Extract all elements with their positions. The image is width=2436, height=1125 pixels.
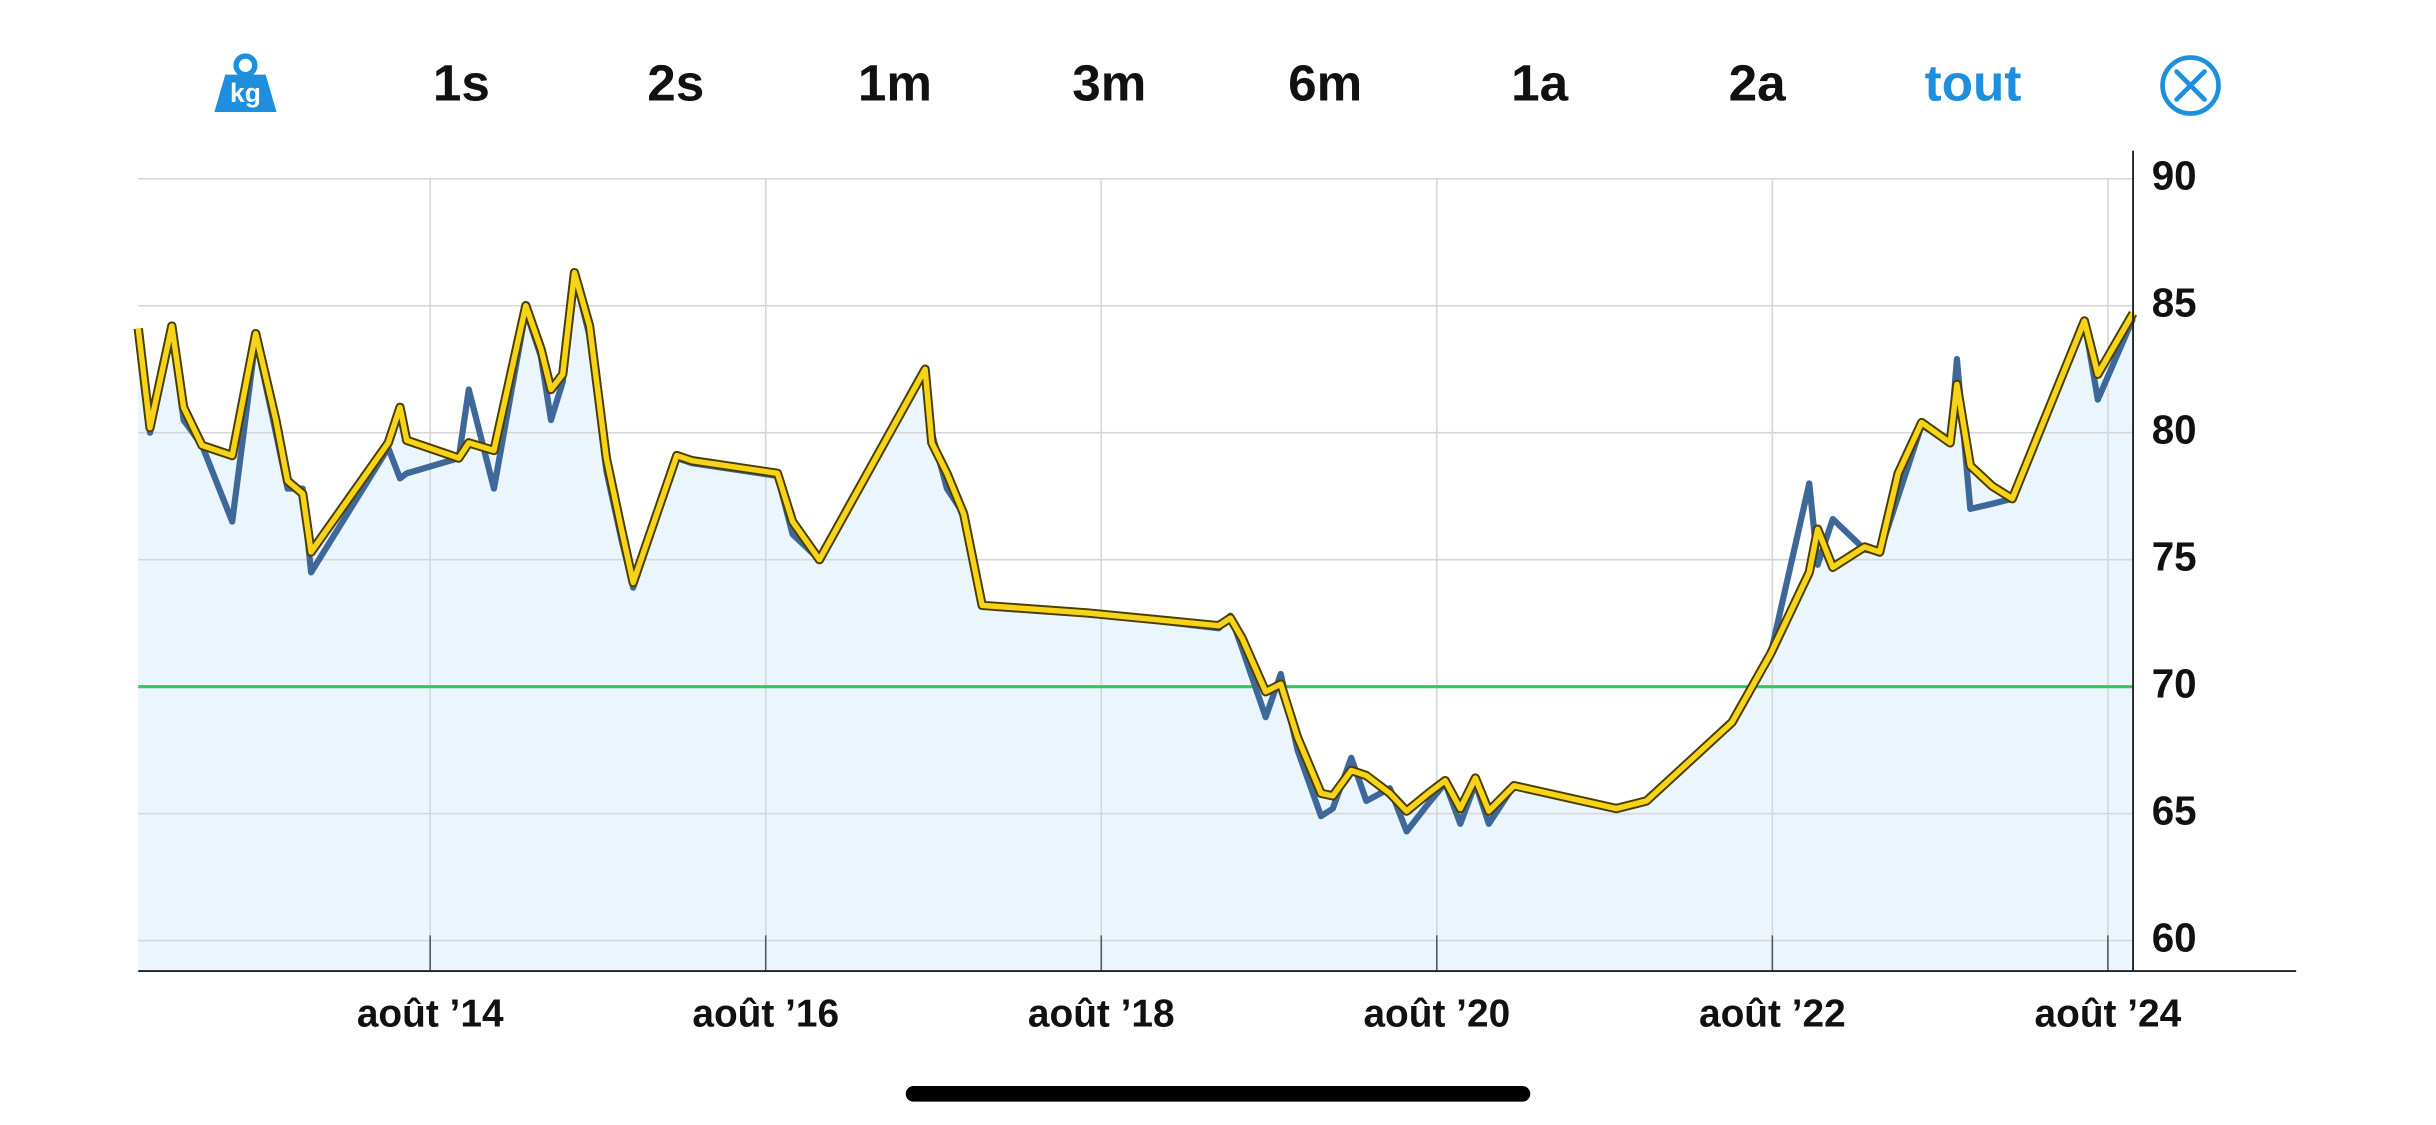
unit-button[interactable]: kg — [214, 53, 277, 112]
range-button[interactable]: 2a — [1729, 55, 1787, 112]
x-tick-label: août ’14 — [357, 992, 504, 1035]
x-tick-label: août ’20 — [1363, 992, 1510, 1035]
close-circle — [2160, 55, 2221, 116]
close-x — [2174, 69, 2207, 102]
close-button[interactable] — [2160, 55, 2221, 116]
y-tick-label: 65 — [2152, 787, 2197, 833]
range-button[interactable]: 1m — [858, 55, 932, 112]
range-button[interactable]: 2s — [647, 55, 704, 112]
x-tick-label: août ’16 — [692, 992, 839, 1035]
y-tick-label: 80 — [2152, 406, 2197, 452]
y-tick-label: 70 — [2152, 660, 2197, 706]
icon-ring — [233, 53, 258, 78]
range-button[interactable]: tout — [1925, 55, 2022, 112]
range-button[interactable]: 1s — [433, 55, 490, 112]
line — [135, 269, 2136, 814]
y-tick-label: 75 — [2152, 533, 2197, 579]
range-button[interactable]: 6m — [1288, 55, 1362, 112]
y-tick-label: 85 — [2152, 279, 2197, 325]
x-tick-label: août ’18 — [1028, 992, 1175, 1035]
x-tick-label: août ’24 — [2035, 992, 2182, 1035]
range-button[interactable]: 3m — [1072, 55, 1146, 112]
y-tick-label: 60 — [2152, 914, 2197, 960]
range-button[interactable]: 1a — [1511, 55, 1569, 112]
home-indicator — [905, 1086, 1531, 1102]
x-tick-label: août ’22 — [1699, 992, 1846, 1035]
weight-icon — [214, 74, 277, 112]
y-tick-label: 90 — [2152, 152, 2197, 198]
unit-icon-label: kg — [230, 78, 261, 108]
